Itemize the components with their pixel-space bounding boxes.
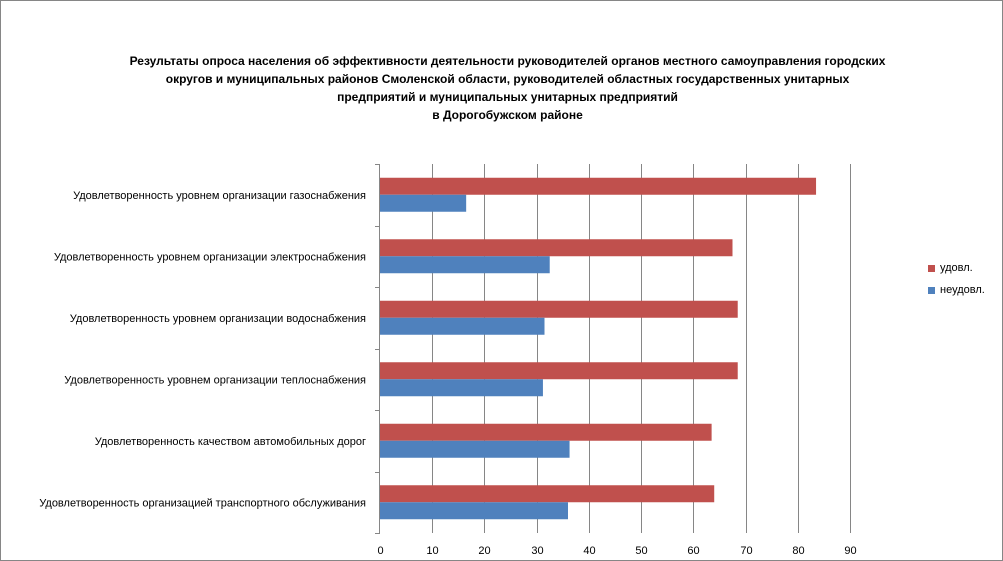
gridlines bbox=[432, 164, 851, 533]
chart-title-line: предприятий и муниципальных унитарных пр… bbox=[337, 90, 678, 104]
x-tick-label: 60 bbox=[687, 545, 699, 557]
x-tick-label: 80 bbox=[792, 545, 804, 557]
category-label: Удовлетворенность уровнем организации во… bbox=[70, 313, 366, 325]
legend-item-satisfied: удовл. bbox=[928, 261, 985, 275]
legend-label-satisfied: удовл. bbox=[940, 262, 973, 274]
category-label: Удовлетворенность уровнем организации те… bbox=[64, 374, 366, 386]
x-tick-label: 70 bbox=[740, 545, 752, 557]
x-tick-label: 90 bbox=[844, 545, 856, 557]
chart-title: Результаты опроса населения об эффективн… bbox=[60, 52, 955, 124]
bar-satisfied bbox=[380, 300, 738, 318]
legend-swatch-satisfied bbox=[928, 264, 935, 272]
chart-title-line: Результаты опроса населения об эффективн… bbox=[129, 54, 886, 68]
axes: 0 10 20 30 40 50 60 70 80 90 Удовлетворенность уро… bbox=[39, 164, 857, 557]
chart-title-line: округов и муниципальных районов Смоленск… bbox=[165, 72, 850, 86]
category-label: Удовлетворенность качеством автомобильны… bbox=[95, 436, 366, 448]
legend-swatch-unsatisfied bbox=[928, 286, 935, 294]
bar-unsatisfied bbox=[380, 194, 467, 212]
legend-label-unsatisfied: неудовл. bbox=[940, 284, 985, 296]
x-tick-label: 30 bbox=[531, 545, 543, 557]
bar-unsatisfied bbox=[380, 379, 543, 397]
bar-satisfied bbox=[380, 177, 817, 195]
x-tick-label: 50 bbox=[635, 545, 647, 557]
legend-item-unsatisfied: неудовл. bbox=[928, 283, 985, 297]
x-tick-label: 40 bbox=[583, 545, 595, 557]
bar-unsatisfied bbox=[380, 256, 550, 274]
bar-satisfied bbox=[380, 362, 738, 380]
bar-unsatisfied bbox=[380, 502, 568, 520]
x-tick-label: 0 bbox=[377, 545, 383, 557]
category-label: Удовлетворенность уровнем организации эл… bbox=[54, 251, 366, 263]
bar-satisfied bbox=[380, 423, 712, 441]
bar-unsatisfied bbox=[380, 317, 545, 335]
bar-satisfied bbox=[380, 485, 715, 503]
chart-title-line: в Дорогобужском районе bbox=[432, 108, 583, 122]
x-tick-label: 10 bbox=[426, 545, 438, 557]
category-label: Удовлетворенность уровнем организации га… bbox=[73, 190, 366, 202]
bars bbox=[380, 177, 817, 520]
bar-satisfied bbox=[380, 239, 733, 257]
bar-unsatisfied bbox=[380, 440, 570, 458]
x-tick-label: 20 bbox=[478, 545, 490, 557]
legend: удовл. неудовл. bbox=[928, 261, 985, 305]
category-label: Удовлетворенность организацией транспорт… bbox=[39, 497, 366, 509]
